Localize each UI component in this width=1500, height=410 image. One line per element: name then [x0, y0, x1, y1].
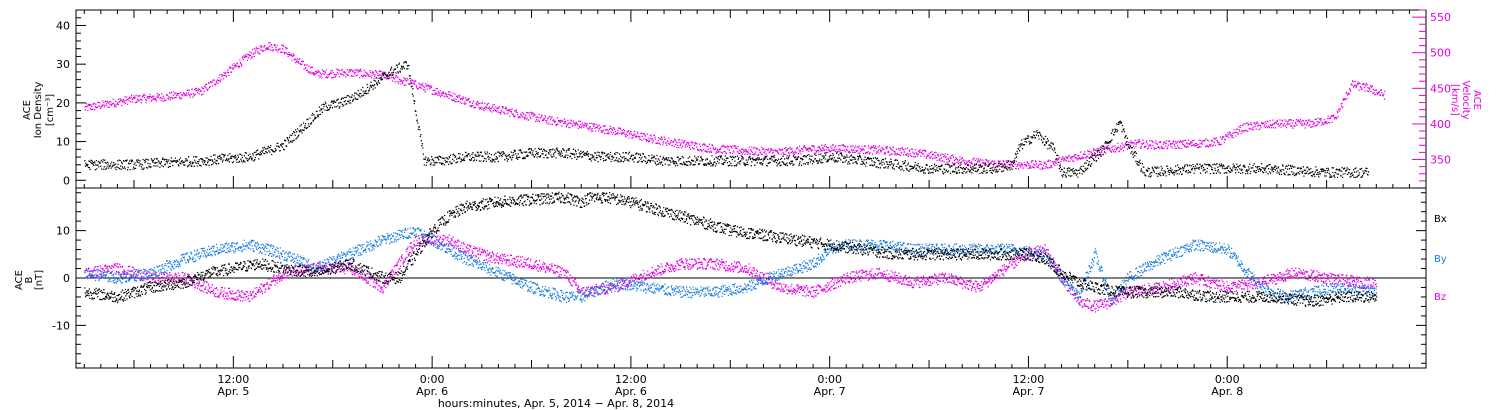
x-tick-time-label: 12:00: [615, 373, 647, 386]
top-y-tick-label: 0: [63, 174, 70, 187]
bottom-y-tick-label: 0: [63, 272, 70, 285]
top-y2label-line-3: [km/s]: [1449, 84, 1460, 116]
legend-by: By: [1434, 254, 1447, 265]
bottom-y-tick-label: -10: [52, 319, 70, 332]
x-tick-time-label: 0:00: [1215, 373, 1240, 386]
x-tick-date-label: Apr. 8: [1211, 385, 1243, 398]
top-y-tick-label: 30: [56, 58, 70, 71]
x-tick-date-label: Apr. 7: [814, 385, 846, 398]
top-y2-tick-label: 500: [1430, 47, 1451, 60]
x-tick-date-label: Apr. 7: [1012, 385, 1044, 398]
x-tick-date-label: Apr. 6: [416, 385, 448, 398]
bottom-ylabel-line-3: [nT]: [34, 270, 45, 290]
x-tick-time-label: 12:00: [1013, 373, 1045, 386]
top-y-tick-label: 20: [56, 97, 70, 110]
x-tick-date-label: Apr. 5: [217, 385, 249, 398]
velocity-series: [84, 42, 1386, 170]
bottom-ylabel-line-2: B: [24, 276, 35, 283]
bottom-panel: -10 0 10: [52, 187, 1427, 369]
bz-series: [84, 233, 1378, 313]
x-tick-time-label: 0:00: [817, 373, 842, 386]
top-panel: 0 10 20 30 40 350 400 450 500 550: [56, 9, 1451, 189]
legend-bx: Bx: [1434, 214, 1447, 225]
top-y2-tick-label: 350: [1430, 154, 1451, 167]
top-ylabel-line-2: Ion Density: [33, 82, 44, 139]
top-ylabel-line-1: ACE: [22, 100, 33, 120]
x-tick-date-label: Apr. 6: [615, 385, 647, 398]
bx-series: [84, 191, 1378, 308]
top-y-tick-label: 40: [56, 19, 70, 32]
top-ylabel-line-3: [cm⁻³]: [45, 94, 56, 126]
top-y2label-line-1: ACE: [1471, 90, 1482, 110]
top-y2-tick-label: 400: [1430, 118, 1451, 131]
x-tick-time-label: 0:00: [420, 373, 445, 386]
x-tick-time-label: 12:00: [218, 373, 250, 386]
bottom-y-tick-label: 10: [56, 225, 70, 238]
density-series: [84, 60, 1370, 179]
x-axis-title: hours:minutes, Apr. 5, 2014 − Apr. 8, 20…: [438, 397, 674, 410]
top-y2label-line-2: Velocity: [1460, 80, 1471, 119]
top-y-tick-label: 10: [56, 136, 70, 149]
top-panel-frame: [75, 9, 1427, 189]
by-series: [84, 227, 1378, 306]
bottom-ylabel-line-1: ACE: [14, 270, 25, 290]
legend-bz: Bz: [1434, 292, 1446, 303]
top-y2-tick-label: 450: [1430, 82, 1451, 95]
top-y2-tick-label: 550: [1430, 11, 1451, 24]
